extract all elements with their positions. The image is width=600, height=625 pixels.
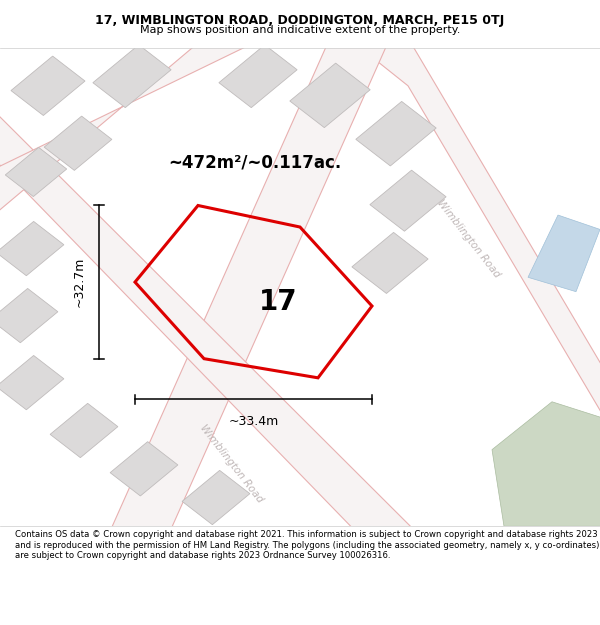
Text: 17: 17 xyxy=(259,288,298,316)
Polygon shape xyxy=(5,148,67,196)
Text: Wimblington Road: Wimblington Road xyxy=(434,198,502,280)
Polygon shape xyxy=(44,116,112,171)
Polygon shape xyxy=(110,442,178,496)
Text: 17, WIMBLINGTON ROAD, DODDINGTON, MARCH, PE15 0TJ: 17, WIMBLINGTON ROAD, DODDINGTON, MARCH,… xyxy=(95,14,505,28)
Polygon shape xyxy=(0,221,64,276)
Polygon shape xyxy=(348,38,600,431)
Text: Wimblington Road: Wimblington Road xyxy=(197,423,265,505)
Polygon shape xyxy=(219,45,297,108)
Polygon shape xyxy=(356,101,436,166)
Polygon shape xyxy=(0,105,420,536)
Polygon shape xyxy=(50,403,118,458)
Polygon shape xyxy=(108,38,390,536)
Text: ~32.7m: ~32.7m xyxy=(73,257,86,308)
Text: Map shows position and indicative extent of the property.: Map shows position and indicative extent… xyxy=(140,25,460,35)
Polygon shape xyxy=(528,215,600,292)
Polygon shape xyxy=(370,170,446,231)
Text: Contains OS data © Crown copyright and database right 2021. This information is : Contains OS data © Crown copyright and d… xyxy=(15,530,599,560)
Polygon shape xyxy=(352,232,428,294)
Polygon shape xyxy=(0,38,264,220)
Polygon shape xyxy=(0,289,58,342)
Polygon shape xyxy=(11,56,85,116)
Polygon shape xyxy=(182,471,250,524)
Polygon shape xyxy=(290,63,370,128)
Text: ~472m²/~0.117ac.: ~472m²/~0.117ac. xyxy=(168,153,341,171)
Text: ~33.4m: ~33.4m xyxy=(229,415,278,428)
Polygon shape xyxy=(93,45,171,108)
Polygon shape xyxy=(492,402,600,526)
Polygon shape xyxy=(0,356,64,410)
